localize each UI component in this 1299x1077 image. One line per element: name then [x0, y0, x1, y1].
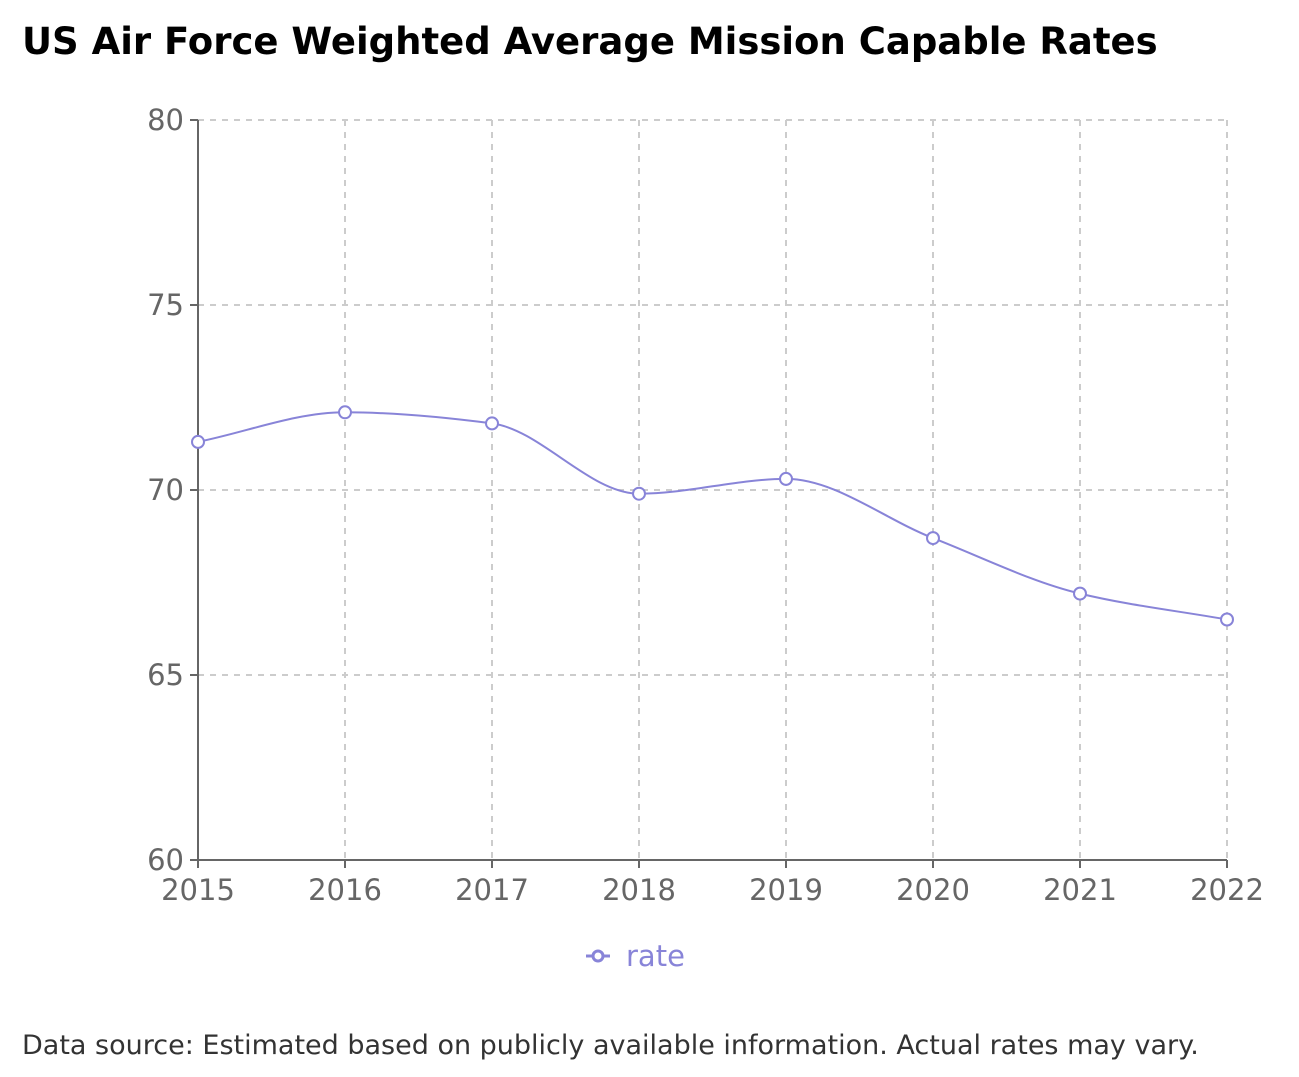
x-tick-labels: 2015 2016 2017 2018 2019 2020 2021 2022	[161, 873, 1264, 907]
y-tick-labels: 60 65 70 75 80	[147, 103, 184, 877]
x-tick-label: 2022	[1190, 873, 1264, 907]
data-point	[485, 416, 499, 431]
data-point	[191, 434, 205, 449]
x-tick-label: 2021	[1043, 873, 1117, 907]
x-tick-label: 2015	[161, 873, 235, 907]
x-tick-label: 2017	[455, 873, 529, 907]
y-tick-label: 60	[147, 843, 184, 877]
x-tick-label: 2020	[896, 873, 970, 907]
legend-label-rate: rate	[626, 939, 685, 973]
y-tick-label: 80	[147, 103, 184, 137]
x-tick-label: 2018	[602, 873, 676, 907]
x-tick-label: 2019	[749, 873, 823, 907]
chart-title: US Air Force Weighted Average Mission Ca…	[22, 20, 1158, 63]
y-tick-label: 65	[147, 658, 184, 692]
axes	[190, 119, 1228, 868]
data-point	[926, 531, 940, 546]
series-line	[197, 411, 1228, 621]
y-tick-label: 70	[147, 473, 184, 507]
legend[interactable]: rate	[586, 939, 685, 973]
series-rate	[191, 405, 1234, 627]
data-point	[1073, 586, 1087, 601]
legend-marker-icon	[591, 949, 605, 963]
data-source-note: Data source: Estimated based on publicly…	[22, 1030, 1199, 1061]
data-point	[779, 471, 793, 486]
data-point	[1220, 612, 1234, 627]
grid	[198, 119, 1228, 860]
data-point	[338, 405, 352, 420]
data-point	[632, 486, 646, 501]
y-tick-label: 75	[147, 288, 184, 322]
x-tick-label: 2016	[308, 873, 382, 907]
